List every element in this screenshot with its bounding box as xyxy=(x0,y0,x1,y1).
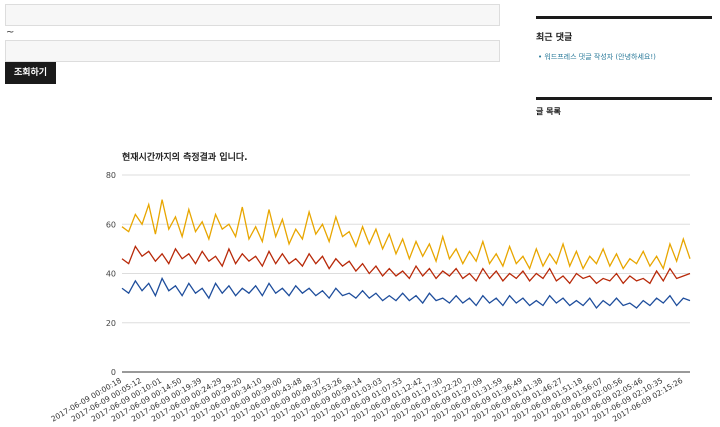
chart-title: 현재시간까지의 측정결과 입니다. xyxy=(122,151,248,163)
y-tick-label: 20 xyxy=(106,319,116,328)
y-tick-label: 0 xyxy=(111,368,116,377)
date-input[interactable] xyxy=(5,4,500,26)
widget-title: 최근 댓글 xyxy=(536,33,573,43)
y-tick-label: 60 xyxy=(106,220,116,229)
y-tick-label: 80 xyxy=(106,171,116,180)
search-button[interactable]: 조회하기 xyxy=(5,62,56,84)
widget-title: 글 목록 xyxy=(536,107,561,116)
divider xyxy=(536,97,712,100)
series-line xyxy=(121,245,691,285)
comment-text[interactable]: 워드프레스 댓글 작성자 (안녕하세요!) xyxy=(544,53,656,61)
y-tick-label: 40 xyxy=(106,270,116,279)
divider xyxy=(536,16,712,19)
comment-link[interactable]: • 워드프레스 댓글 작성자 (안녕하세요!) xyxy=(538,53,656,61)
separator: ~ xyxy=(6,27,15,38)
series-line xyxy=(121,276,691,310)
series-line xyxy=(121,199,691,271)
date-input[interactable] xyxy=(5,40,500,62)
